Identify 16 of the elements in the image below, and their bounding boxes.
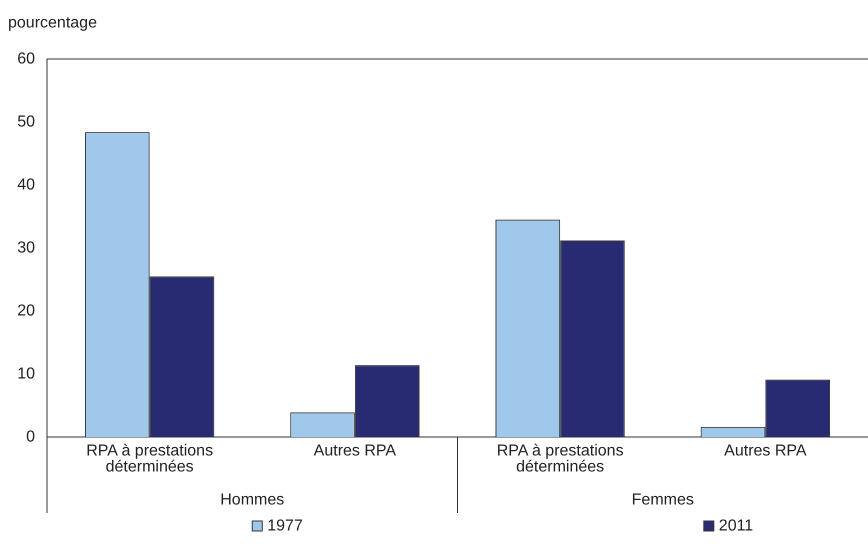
x-tick-label: Autres RPA xyxy=(724,442,807,460)
y-tick-label: 10 xyxy=(17,365,36,382)
y-tick-label: 50 xyxy=(17,113,36,130)
y-tick-label: 60 xyxy=(17,50,36,68)
x-tick-label: Autres RPA xyxy=(314,442,396,460)
text: Femmes xyxy=(632,491,694,508)
y-tick-label: 0 xyxy=(26,428,36,446)
y-axis-title: pourcentage xyxy=(8,14,98,32)
x-tick-label: RPA à prestations déterminées xyxy=(86,442,214,476)
x-tick-label: RPA à prestations déterminées xyxy=(496,442,624,476)
legend-label: 1977 xyxy=(267,517,303,534)
y-tick-label: 30 xyxy=(17,239,36,256)
y-tick-label: 40 xyxy=(17,176,36,194)
text: Hommes xyxy=(220,491,284,508)
y-tick-label: 20 xyxy=(17,302,36,320)
legend-label: 2011 xyxy=(718,517,754,534)
